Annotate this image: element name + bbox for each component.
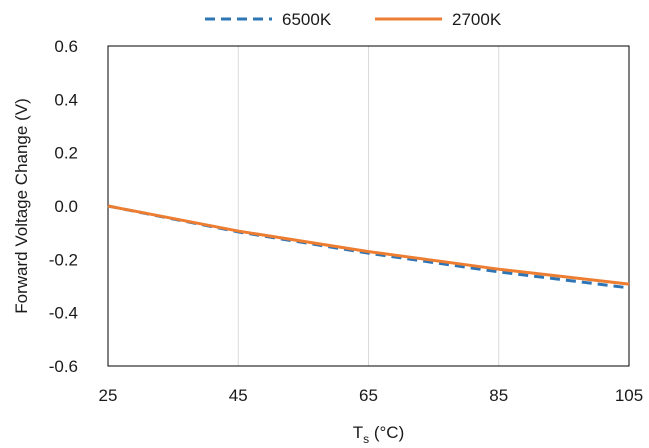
y-tick-labels: 0.6 0.4 0.2 0.0 -0.2 -0.4 -0.6 [49,37,78,376]
x-axis-title-subscript: s [363,432,369,446]
grid [237,46,500,366]
y-tick-label: 0.2 [54,144,78,163]
series-line-2700k [107,204,630,286]
x-tick-label: 25 [99,386,118,405]
series-layer [107,204,630,290]
y-tick-label: -0.2 [49,250,78,269]
x-tick-label: 85 [489,386,508,405]
x-tick-labels: 25 45 65 85 105 [99,386,644,405]
y-tick-label: -0.4 [49,304,78,323]
y-tick-label: 0.6 [54,37,78,56]
x-axis-title: Ts (°C) [353,423,405,446]
legend: 6500K 2700K [205,10,502,29]
legend-label-6500k: 6500K [282,10,332,29]
y-tick-label: 0.0 [54,197,78,216]
x-tick-label: 105 [615,386,643,405]
x-tick-label: 65 [359,386,378,405]
legend-label-2700k: 2700K [452,10,502,29]
y-tick-label: -0.6 [49,357,78,376]
y-axis-title: Forward Voltage Change (V) [12,98,31,313]
y-tick-label: 0.4 [54,90,78,109]
x-tick-label: 45 [229,386,248,405]
x-axis-title-main: T [353,423,363,442]
x-axis-title-unit: (°C) [369,423,404,442]
